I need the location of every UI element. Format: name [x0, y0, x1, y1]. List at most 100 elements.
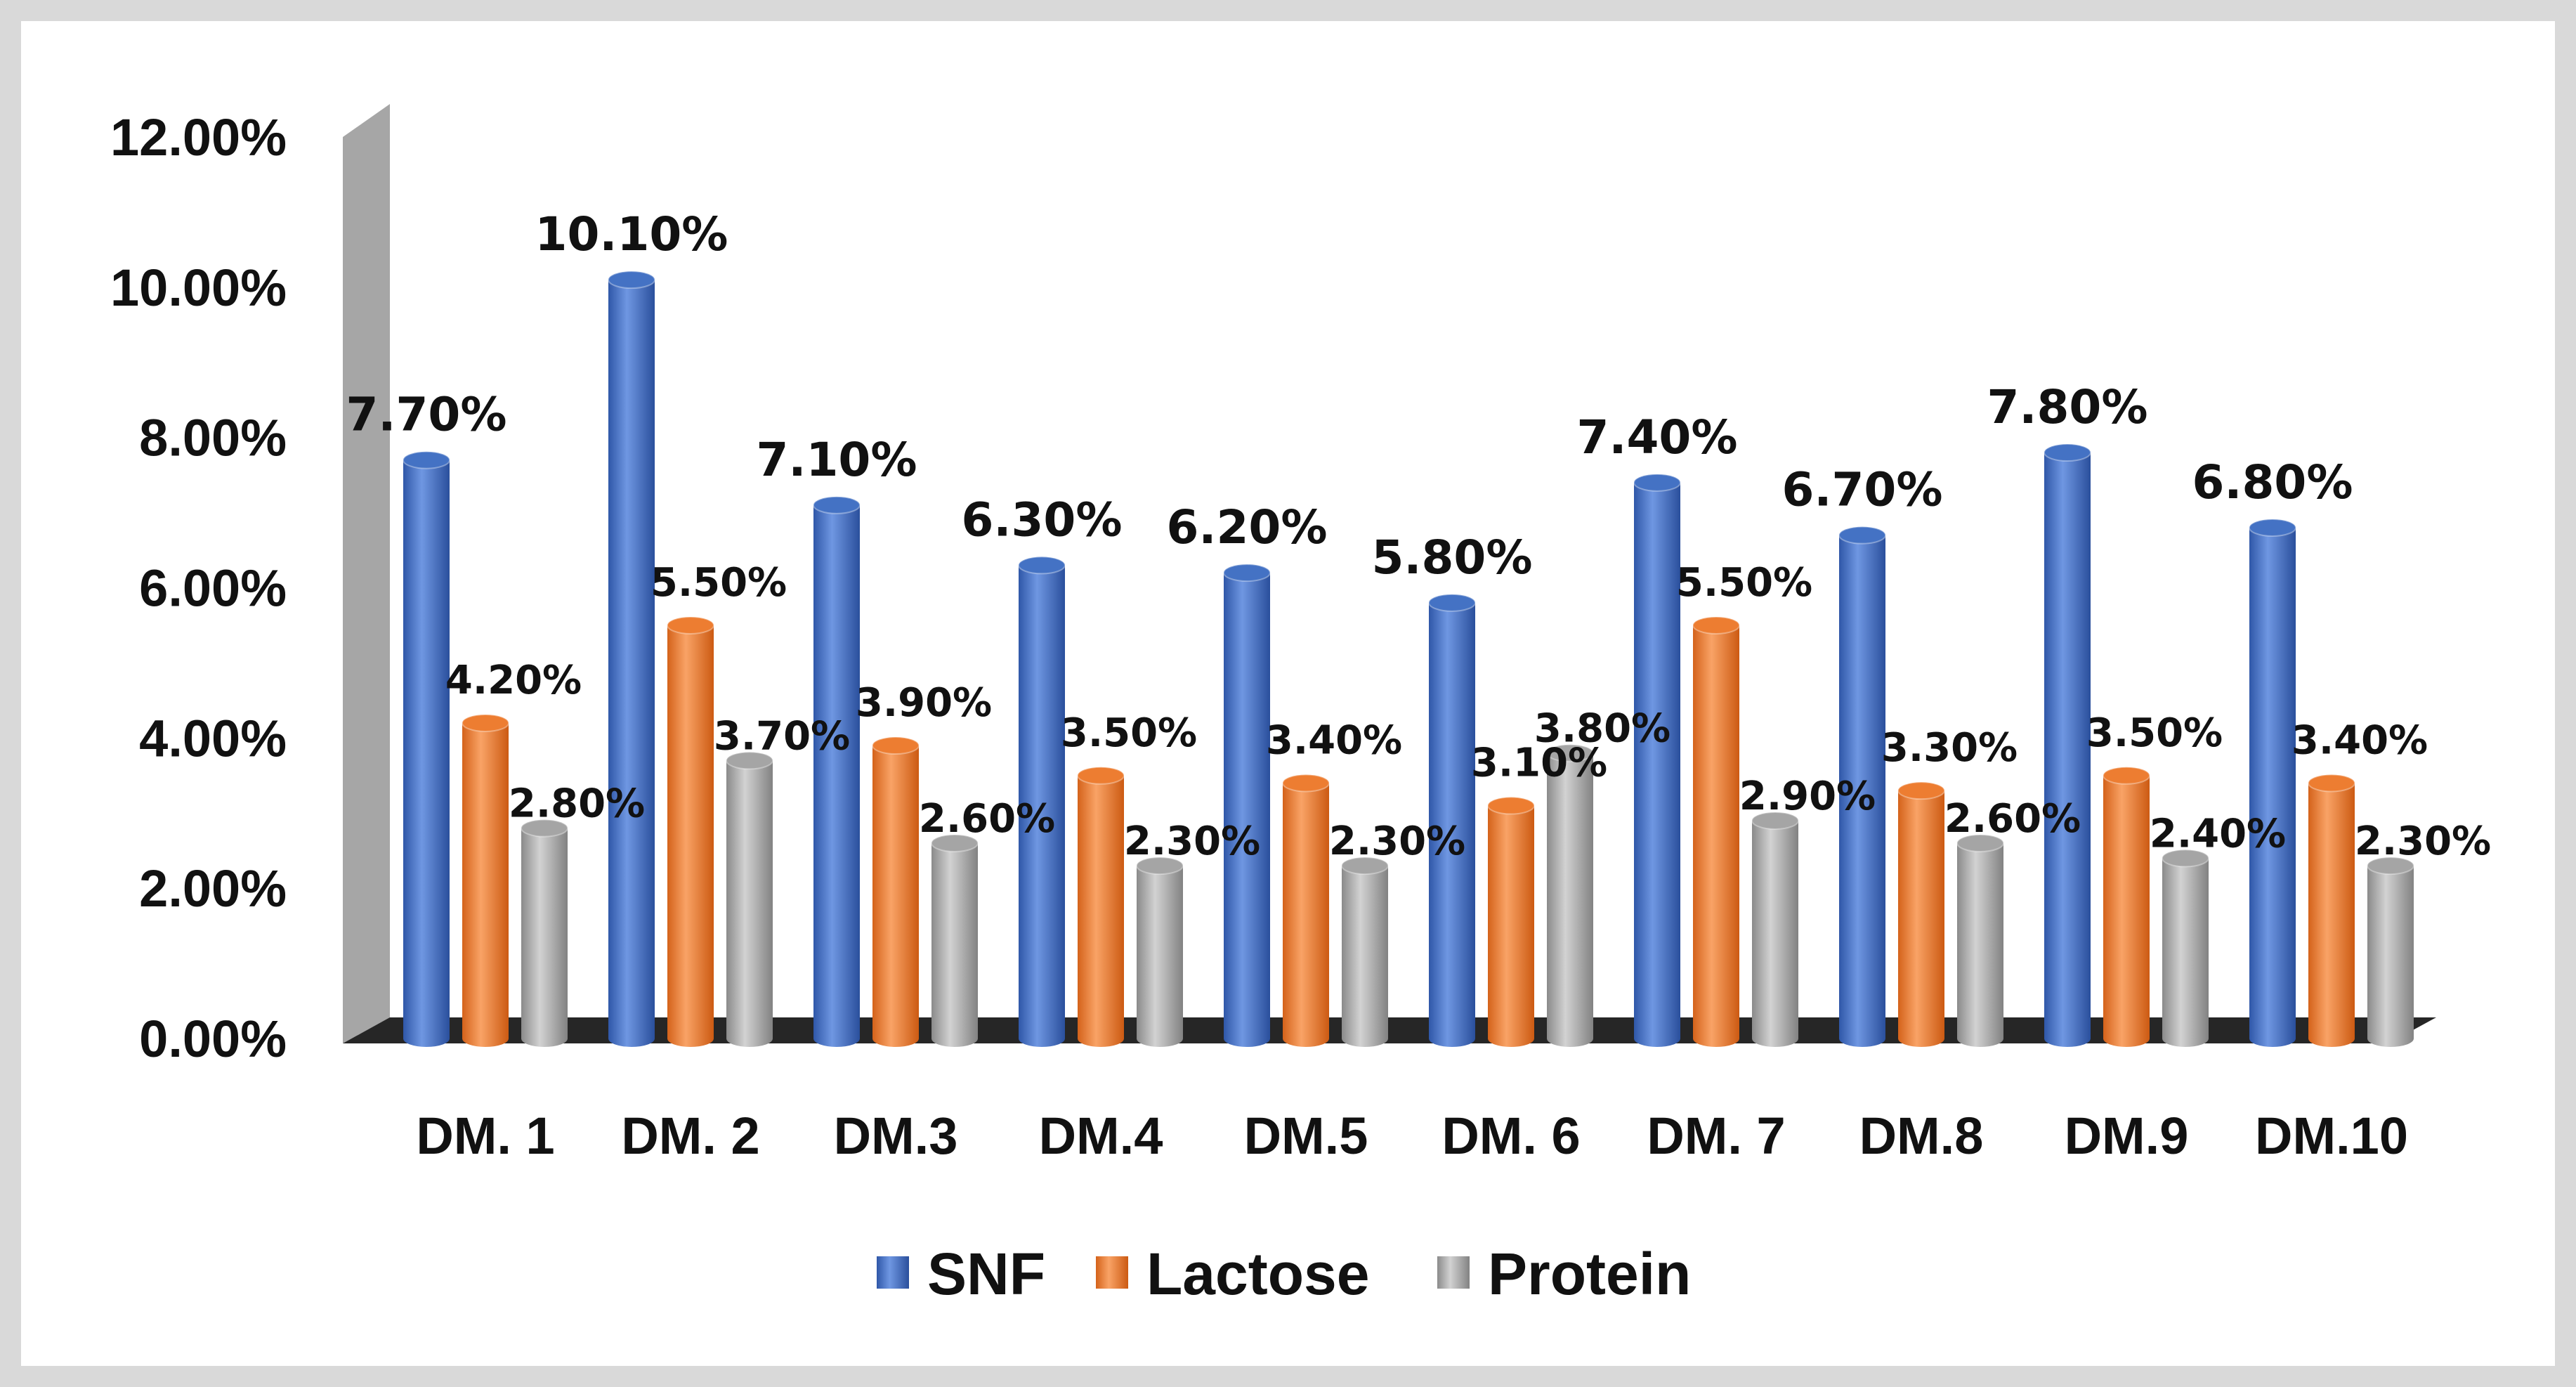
category-label: DM. 7: [1647, 1107, 1785, 1165]
bar-top-lactose-7: [1692, 616, 1740, 634]
category-label: DM.9: [2065, 1107, 2189, 1165]
bar-base-protein-2: [726, 1030, 773, 1047]
category-label: DM. 1: [416, 1107, 554, 1165]
value-label-snf-7: 7.40%: [1577, 410, 1738, 464]
bar-top-snf-6: [1428, 593, 1476, 612]
value-label-lactose-4: 3.50%: [1061, 710, 1197, 756]
bar-base-lactose-6: [1488, 1030, 1534, 1047]
bar-base-lactose-9: [2103, 1030, 2150, 1047]
bar-base-protein-10: [2367, 1030, 2414, 1047]
value-label-lactose-1: 4.20%: [445, 658, 582, 703]
bar-top-lactose-6: [1487, 796, 1535, 815]
bar-snf-6: [1429, 602, 1475, 1038]
bar-top-lactose-9: [2103, 766, 2150, 785]
value-label-protein-1: 2.80%: [509, 781, 645, 827]
category-label: DM.3: [834, 1107, 958, 1165]
bar-protein-8: [1957, 843, 2003, 1038]
bar-top-protein-9: [2162, 849, 2209, 868]
bar-top-protein-8: [1956, 834, 2004, 853]
bar-base-snf-5: [1224, 1030, 1270, 1047]
value-label-snf-4: 6.30%: [962, 493, 1123, 547]
bar-lactose-2: [667, 625, 714, 1038]
bar-protein-10: [2367, 866, 2414, 1038]
bar-top-lactose-3: [872, 736, 920, 755]
bar-top-protein-4: [1136, 857, 1184, 875]
bar-top-snf-5: [1223, 564, 1271, 582]
bar-protein-9: [2162, 858, 2209, 1038]
legend-swatch-lactose: [1096, 1256, 1128, 1289]
value-label-lactose-7: 5.50%: [1676, 560, 1812, 606]
y-tick-label: 6.00%: [139, 559, 287, 618]
bar-lactose-3: [872, 745, 919, 1038]
plot-side-wall: [343, 104, 390, 1043]
y-tick-label: 0.00%: [139, 1010, 287, 1068]
legend-label-protein: Protein: [1488, 1241, 1691, 1307]
bar-snf-3: [813, 504, 860, 1038]
value-label-snf-9: 7.80%: [1987, 380, 2148, 434]
bar-protein-6: [1547, 753, 1593, 1038]
y-axis-ticks: 0.00% 2.00% 4.00% 6.00% 8.00% 10.00% 12.00%: [110, 108, 287, 1068]
bar-base-protein-6: [1547, 1030, 1593, 1047]
bars-layer: [403, 271, 2414, 1047]
legend-swatch-snf: [877, 1256, 909, 1289]
value-label-lactose-6: 3.10%: [1471, 741, 1607, 786]
legend-label-lactose: Lactose: [1146, 1241, 1369, 1307]
bar-top-protein-6: [1546, 743, 1594, 762]
bar-base-lactose-7: [1693, 1030, 1739, 1047]
bar-base-lactose-3: [872, 1030, 919, 1047]
value-labels-layer: 7.70% 4.20% 2.80% 10.10% 5.50% 3.70% 7.10% 3.90…: [346, 207, 2492, 864]
bar-top-lactose-8: [1897, 781, 1945, 800]
bar-lactose-10: [2308, 783, 2355, 1038]
bar-base-lactose-1: [462, 1030, 509, 1047]
bar-top-snf-7: [1633, 473, 1681, 492]
bar-base-snf-2: [608, 1030, 655, 1047]
bar-snf-9: [2044, 452, 2091, 1038]
value-label-lactose-8: 3.30%: [1881, 725, 2018, 771]
value-label-snf-3: 7.10%: [757, 433, 917, 487]
value-label-lactose-9: 3.50%: [2086, 710, 2223, 756]
bar-base-snf-7: [1634, 1030, 1680, 1047]
category-label: DM.5: [1244, 1107, 1368, 1165]
bar-lactose-5: [1283, 783, 1329, 1038]
bar-top-snf-3: [813, 495, 861, 514]
value-label-lactose-2: 5.50%: [650, 560, 787, 606]
value-label-protein-9: 2.40%: [2150, 811, 2286, 857]
category-label: DM. 6: [1441, 1107, 1580, 1165]
bar-top-protein-3: [931, 834, 979, 853]
bar-top-lactose-2: [667, 616, 714, 634]
value-label-snf-6: 5.80%: [1372, 530, 1533, 585]
y-tick-label: 4.00%: [139, 709, 287, 767]
y-tick-label: 10.00%: [110, 259, 287, 317]
value-label-protein-8: 2.60%: [1944, 796, 2081, 842]
x-axis-categories: DM. 1 DM. 2 DM.3 DM.4 DM.5 DM. 6 DM. 7 DM.8 DM.9…: [416, 1107, 2408, 1165]
value-label-protein-2: 3.70%: [714, 713, 850, 759]
bar-top-protein-2: [726, 751, 773, 770]
bar-base-lactose-2: [667, 1030, 714, 1047]
bar-top-snf-8: [1838, 526, 1886, 545]
category-label: DM.8: [1859, 1107, 1984, 1165]
category-label: DM.10: [2255, 1107, 2408, 1165]
bar-protein-3: [931, 843, 978, 1038]
bar-base-snf-1: [403, 1030, 450, 1047]
y-tick-label: 12.00%: [110, 108, 287, 167]
bar-snf-1: [403, 460, 450, 1038]
bar-snf-4: [1019, 565, 1065, 1038]
bar-protein-4: [1137, 866, 1183, 1038]
category-label: DM. 2: [621, 1107, 759, 1165]
value-label-protein-7: 2.90%: [1739, 774, 1876, 819]
bar-protein-2: [726, 760, 773, 1038]
bar-protein-7: [1752, 820, 1798, 1038]
bar-top-snf-1: [403, 450, 450, 469]
bar-snf-5: [1224, 573, 1270, 1038]
y-tick-label: 8.00%: [139, 409, 287, 467]
bar-base-protein-1: [521, 1030, 568, 1047]
y-tick-label: 2.00%: [139, 859, 287, 918]
bar-top-protein-7: [1751, 811, 1799, 830]
legend-label-snf: SNF: [927, 1241, 1045, 1307]
bar-top-lactose-10: [2308, 774, 2355, 793]
value-label-lactose-3: 3.90%: [856, 680, 992, 726]
bar-top-protein-10: [2367, 857, 2414, 875]
bar-top-snf-9: [2044, 443, 2091, 462]
bar-base-protein-5: [1342, 1030, 1388, 1047]
